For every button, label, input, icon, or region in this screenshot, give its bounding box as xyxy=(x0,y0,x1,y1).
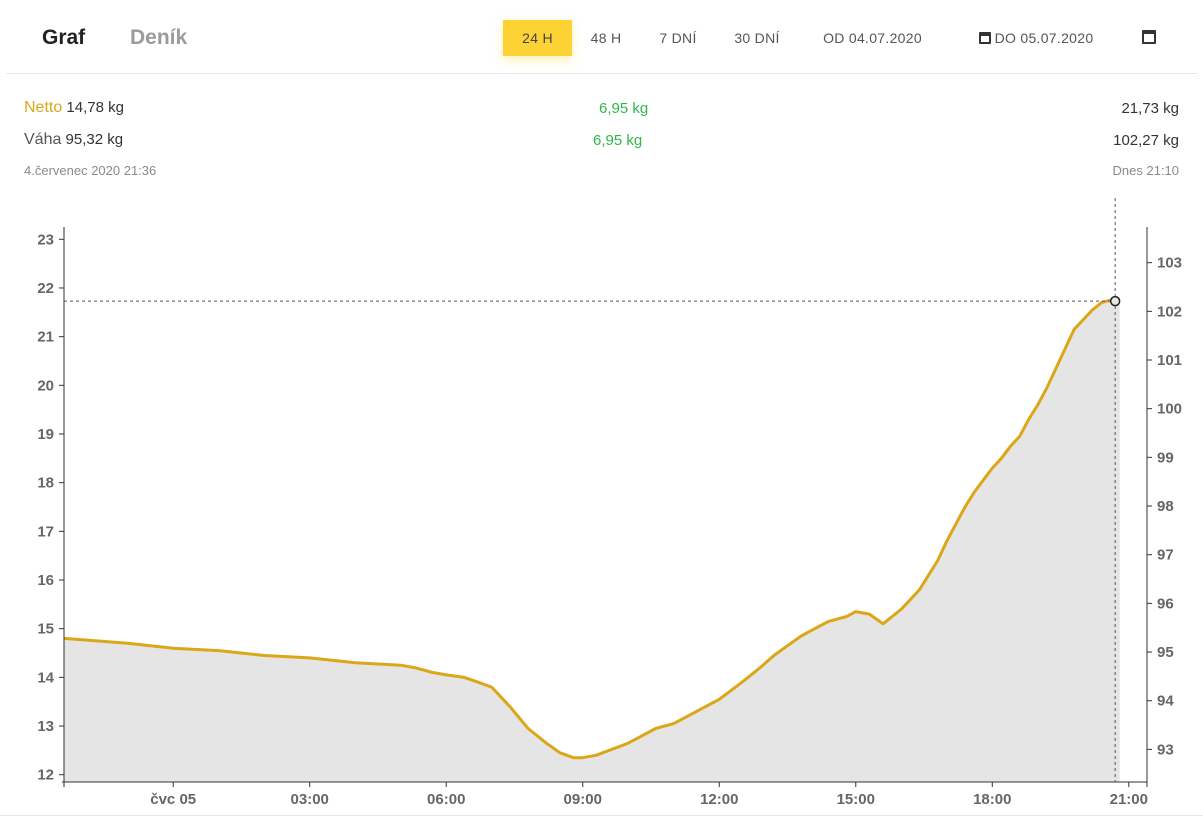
left-tick-label: 18 xyxy=(37,475,54,492)
right-tick-label: 98 xyxy=(1157,498,1174,515)
calendar-icon xyxy=(978,32,991,44)
netto-line xyxy=(63,298,1120,760)
left-tick-label: 17 xyxy=(37,523,54,540)
tab-graph[interactable]: Graf xyxy=(42,26,86,49)
area-fill xyxy=(64,300,1120,782)
x-tick-label: 03:00 xyxy=(291,791,329,808)
right-tick-label: 102 xyxy=(1157,303,1182,320)
left-tick-label: 23 xyxy=(37,231,54,248)
left-tick-label: 20 xyxy=(37,377,54,394)
crosshair xyxy=(64,198,1121,782)
left-tick-label: 21 xyxy=(37,329,54,346)
x-tick-label: 15:00 xyxy=(837,791,875,808)
right-tick-label: 94 xyxy=(1157,693,1174,710)
date-to-label: DO 05.07.2020 xyxy=(994,30,1094,46)
calendar-button[interactable] xyxy=(1142,30,1156,44)
x-tick-label: čvc 05 xyxy=(150,791,196,808)
date-to-field[interactable]: DO 05.07.2020 xyxy=(964,20,1108,56)
netto-change: 6,95 kg xyxy=(599,100,649,117)
netto-start-value: 14,78 kg xyxy=(66,99,124,116)
vaha-label: Váha xyxy=(24,131,62,148)
right-tick-label: 97 xyxy=(1157,547,1174,564)
vaha-change: 6,95 kg xyxy=(593,132,643,149)
right-tick-label: 100 xyxy=(1157,401,1182,418)
vaha-end: 102,27 kg xyxy=(1113,132,1179,149)
tab-diary[interactable]: Deník xyxy=(130,26,188,49)
right-tick-label: 99 xyxy=(1157,449,1174,466)
chart-svg[interactable]: 23 22 21 20 19 18 17 16 15 14 13 12 103 102 101 100 99 98… xyxy=(0,190,1203,816)
crosshair-point xyxy=(1109,295,1121,307)
top-divider xyxy=(6,73,1197,74)
right-tick-label: 93 xyxy=(1157,741,1174,758)
right-tick-label: 101 xyxy=(1157,352,1182,369)
x-tick-label: 06:00 xyxy=(427,791,465,808)
left-tick-label: 16 xyxy=(37,572,54,589)
top-bar: Graf Deník 24 H 48 H 7 DNÍ 30 DNÍ OD 04.… xyxy=(0,0,1203,74)
date-from-field[interactable]: OD 04.07.2020 xyxy=(823,30,922,46)
x-tick-label: 21:00 xyxy=(1110,791,1148,808)
calendar-icon xyxy=(1142,30,1156,44)
range-30d-button[interactable]: 30 DNÍ xyxy=(734,30,780,46)
left-tick-label: 12 xyxy=(37,767,54,784)
weight-chart[interactable]: 23 22 21 20 19 18 17 16 15 14 13 12 103 102 101 100 99 98… xyxy=(0,190,1203,816)
left-tick-label: 19 xyxy=(37,426,54,443)
right-tick-label: 103 xyxy=(1157,255,1182,272)
end-timestamp: Dnes 21:10 xyxy=(1112,163,1180,178)
x-tick-label: 18:00 xyxy=(973,791,1011,808)
netto-label: Netto xyxy=(24,99,63,116)
axes xyxy=(59,227,1152,787)
left-tick-label: 13 xyxy=(37,718,54,735)
left-tick-label: 22 xyxy=(37,280,54,297)
left-tick-label: 15 xyxy=(37,621,54,638)
x-tick-label: 09:00 xyxy=(564,791,602,808)
netto-start: Netto 14,78 kg xyxy=(24,99,124,117)
x-tick-label: 12:00 xyxy=(700,791,738,808)
netto-end: 21,73 kg xyxy=(1121,100,1179,117)
right-tick-label: 96 xyxy=(1157,595,1174,612)
right-tick-label: 95 xyxy=(1157,644,1174,661)
vaha-start-value: 95,32 kg xyxy=(65,131,124,148)
start-timestamp: 4.červenec 2020 21:36 xyxy=(24,163,157,178)
left-tick-label: 14 xyxy=(37,669,54,686)
range-24h-button[interactable]: 24 H xyxy=(503,20,572,56)
tick-labels: 23 22 21 20 19 18 17 16 15 14 13 12 103 102 101 100 99 98… xyxy=(37,231,1182,808)
range-48h-button[interactable]: 48 H xyxy=(590,30,622,46)
range-7d-button[interactable]: 7 DNÍ xyxy=(659,30,697,46)
vaha-start: Váha 95,32 kg xyxy=(24,131,123,149)
